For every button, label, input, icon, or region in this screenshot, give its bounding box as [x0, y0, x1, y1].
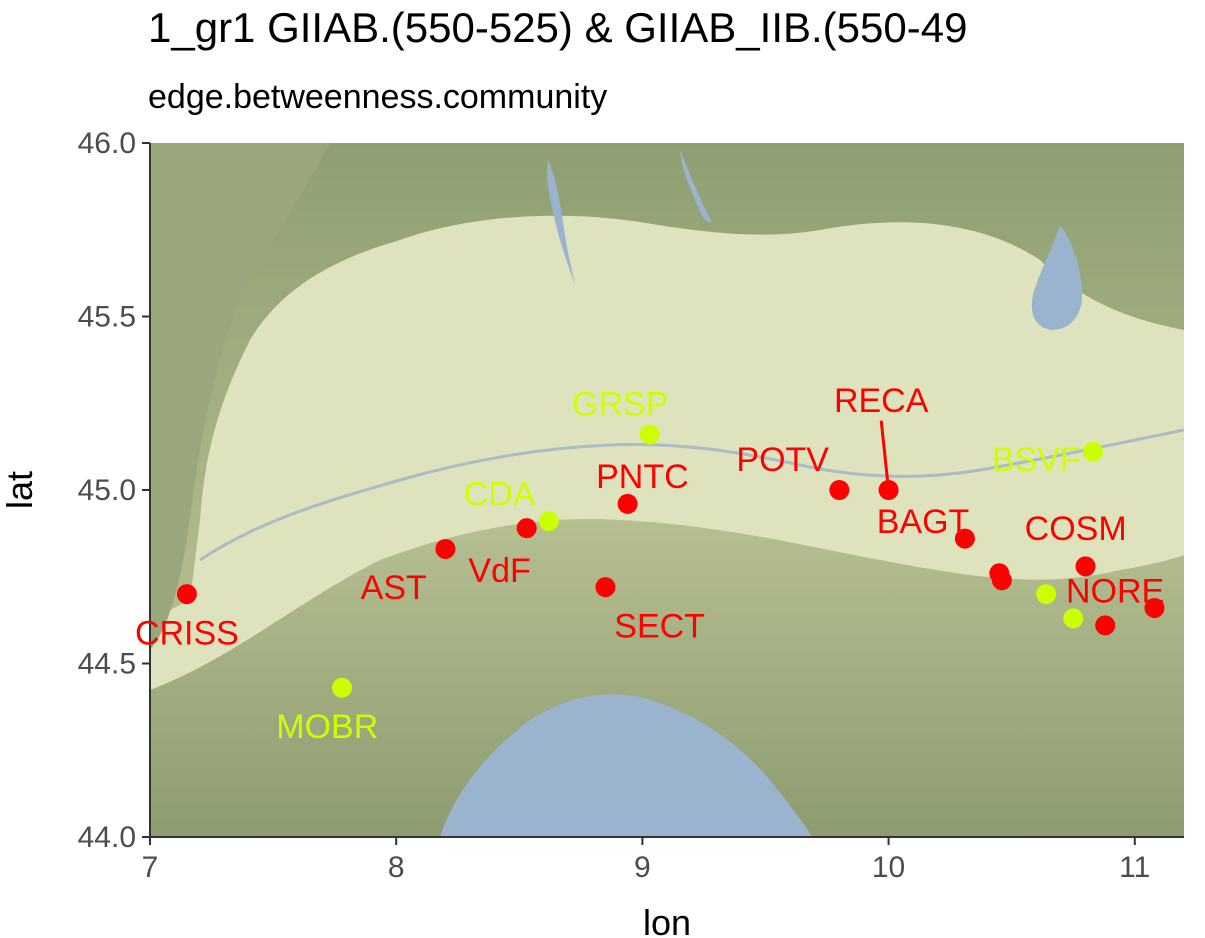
leader-lines	[879, 420, 891, 491]
map-background	[150, 143, 1184, 837]
station-label-criss: CRISS	[135, 614, 239, 652]
y-tick-label: 45.5	[78, 301, 136, 334]
x-axis: 7 8 9 10 11	[142, 837, 1150, 884]
x-tick-label: 9	[634, 851, 651, 884]
x-axis-title: lon	[643, 902, 691, 938]
station-point	[595, 577, 616, 598]
station-label-bagt: BAGT	[877, 503, 970, 541]
station-label-grsp: GRSP	[572, 385, 668, 423]
station-label-reca: RECA	[834, 382, 929, 420]
lake-garda	[1031, 225, 1083, 330]
ligurian-sea	[440, 694, 812, 837]
chart-title: 1_gr1 GIIAB.(550-525) & GIIAB_IIB.(550-4…	[148, 4, 967, 51]
station-point	[829, 480, 850, 500]
station-point	[435, 538, 456, 559]
station-label-sect: SECT	[614, 607, 705, 645]
x-tick-label: 8	[388, 851, 405, 884]
lake-maggiore	[547, 160, 575, 285]
station-point	[954, 528, 975, 549]
station-points	[176, 424, 1165, 698]
y-tick-label: 44.0	[78, 821, 136, 854]
western-alps-relief	[150, 143, 330, 650]
station-label-nore: NORE	[1066, 573, 1164, 611]
station-point	[1095, 615, 1116, 636]
station-label-bsvf: BSVF	[992, 441, 1081, 479]
station-point	[639, 424, 660, 445]
station-point	[991, 570, 1012, 591]
x-tick-label: 10	[872, 851, 905, 884]
station-label-potv: POTV	[736, 441, 829, 479]
station-point	[538, 511, 559, 532]
station-point	[1144, 597, 1165, 618]
station-label-mobr: MOBR	[276, 708, 378, 746]
station-point	[878, 480, 899, 500]
chart-subtitle: edge.betweenness.community	[148, 78, 607, 116]
station-point	[332, 677, 353, 698]
y-axis-title: lat	[0, 471, 40, 509]
station-label-vdf: VdF	[468, 552, 530, 590]
y-axis: 44.0 44.5 45.0 45.5 46.0	[78, 127, 150, 854]
station-point	[176, 584, 197, 605]
y-tick-label: 45.0	[78, 474, 136, 507]
station-point	[1075, 556, 1096, 577]
station-label-cosm: COSM	[1025, 510, 1127, 548]
station-point	[1036, 584, 1057, 605]
station-point	[1063, 608, 1084, 629]
station-point	[516, 518, 537, 539]
station-label-cda: CDA	[464, 475, 536, 513]
po-river	[199, 428, 1184, 562]
station-point	[617, 493, 638, 514]
apennines-relief	[150, 519, 1184, 837]
x-tick-label: 11	[1119, 851, 1150, 884]
x-tick-label: 7	[142, 851, 159, 884]
station-label-ast: AST	[361, 569, 427, 607]
y-tick-label: 44.5	[78, 648, 136, 681]
label-leader-line	[879, 420, 891, 491]
y-tick-label: 46.0	[78, 127, 136, 160]
station-label-pntc: PNTC	[596, 458, 689, 496]
station-point	[1082, 441, 1103, 462]
